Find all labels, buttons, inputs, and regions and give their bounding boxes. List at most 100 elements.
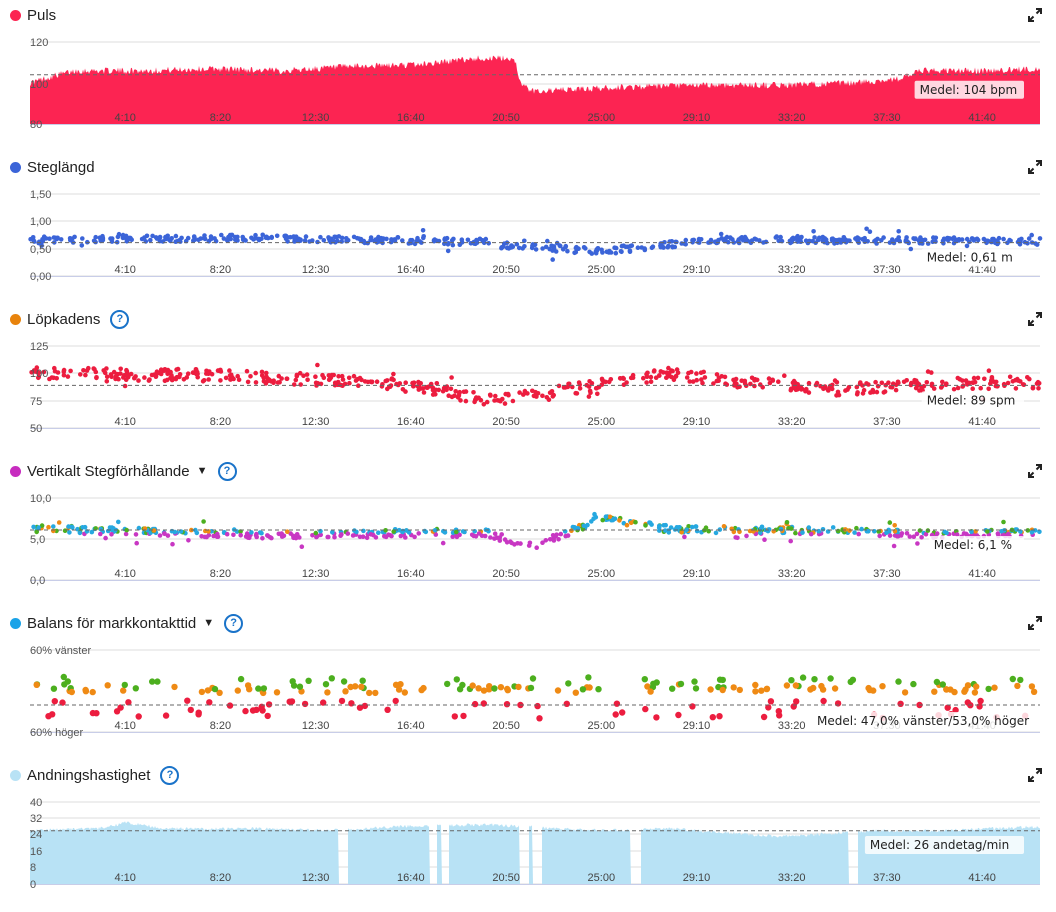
data-point [581, 523, 587, 529]
data-point [563, 243, 569, 249]
data-point [261, 378, 267, 384]
data-point [619, 709, 626, 716]
data-point [296, 683, 304, 690]
chart-puls[interactable]: 120 100 80 4:10 8:20 12:30 16:40 20:50 25:00 29:1… [0, 0, 1056, 152]
data-point [629, 243, 635, 248]
help-icon[interactable]: ? [160, 765, 180, 785]
expand-icon[interactable] [1028, 8, 1042, 22]
data-point [109, 532, 114, 537]
x-tick-label: 16:40 [397, 112, 425, 124]
y-tick-label: 50 [30, 423, 42, 435]
data-point [924, 380, 930, 385]
data-point [242, 707, 249, 715]
data-point [1014, 682, 1021, 690]
data-point [951, 688, 958, 696]
data-point [412, 534, 417, 540]
x-tick-label: 29:10 [683, 568, 711, 580]
data-point [358, 683, 365, 690]
data-point [259, 373, 265, 378]
data-point [960, 378, 965, 383]
data-point [687, 379, 692, 384]
data-point [944, 704, 951, 711]
data-point [550, 257, 555, 262]
data-point [595, 246, 601, 251]
data-point [420, 386, 426, 391]
data-point [736, 686, 743, 694]
x-tick-label: 8:20 [210, 112, 231, 124]
help-icon[interactable]: ? [224, 613, 244, 633]
x-tick-label: 4:10 [114, 568, 135, 580]
chart-steglangd[interactable]: 1,50 1,00 0,50 0,00 4:10 8:20 12:30 16:40 20:50 2… [0, 152, 1056, 304]
dropdown-caret-icon[interactable]: ▼ [196, 465, 208, 477]
expand-icon[interactable] [1028, 464, 1042, 478]
y-tick-label: 75 [30, 396, 42, 408]
data-point [875, 383, 881, 389]
data-point [903, 237, 909, 243]
chart-title[interactable]: Balans för markkontakttid [27, 614, 197, 632]
data-point [719, 236, 724, 241]
data-point [165, 533, 171, 538]
data-point [1026, 236, 1032, 241]
data-point [135, 713, 142, 720]
x-tick-label: 8:20 [210, 264, 231, 276]
help-icon[interactable]: ? [217, 461, 237, 481]
data-point [887, 533, 893, 538]
data-point [235, 373, 240, 379]
data-point [340, 377, 346, 382]
data-point [647, 688, 654, 695]
expand-icon[interactable] [1028, 616, 1042, 630]
data-point [265, 378, 271, 384]
data-point [762, 537, 767, 542]
data-point [913, 385, 919, 391]
data-point [499, 245, 504, 250]
data-point [347, 683, 354, 691]
expand-icon[interactable] [1028, 312, 1042, 326]
data-point [420, 684, 427, 692]
expand-icon[interactable] [1028, 768, 1042, 782]
data-point [689, 524, 695, 530]
data-point [315, 239, 320, 245]
y-tick-label: 60% vänster [30, 645, 91, 657]
data-point [34, 529, 39, 535]
data-point [124, 239, 130, 244]
dropdown-caret-icon[interactable]: ▼ [203, 617, 215, 629]
data-point [115, 234, 121, 240]
data-point [530, 243, 535, 249]
data-point [758, 530, 763, 536]
data-point [318, 234, 323, 240]
chart-vertikal[interactable]: 10,0 5,0 0,0 4:10 8:20 12:30 16:40 20:50 25:00 29… [0, 456, 1056, 608]
data-point [579, 686, 587, 693]
chart-panel-steglangd: Steglängd 1,50 1,00 0,50 0,00 4:10 8:20 12:30 16… [0, 152, 1056, 304]
x-tick-label: 12:30 [302, 568, 330, 580]
chart-kadens[interactable]: 125 100 75 50 4:10 8:20 12:30 16:40 20:50 25:00 29… [0, 304, 1056, 456]
data-point [136, 378, 141, 383]
data-point [227, 373, 233, 378]
data-point [918, 235, 923, 240]
data-point [238, 533, 243, 538]
data-point [908, 246, 914, 252]
data-point [823, 237, 829, 242]
chart-balans[interactable]: 60% vänster 60% höger 4:10 8:20 12:30 16:40 20… [0, 608, 1056, 760]
data-point [480, 700, 487, 707]
data-point [356, 704, 364, 711]
expand-icon[interactable] [1028, 160, 1042, 174]
data-point [893, 387, 899, 393]
data-point [149, 678, 156, 685]
data-point [45, 713, 52, 720]
data-point [961, 688, 968, 695]
data-point [690, 240, 695, 245]
data-point [569, 528, 574, 533]
data-point [670, 368, 675, 374]
data-point [666, 243, 671, 249]
data-point [933, 235, 939, 241]
data-point [253, 380, 259, 385]
chart-andning[interactable]: 40 32 24 16 8 0 4:10 8:20 12:30 16:40 20:50 25:00 29… [0, 760, 1056, 912]
data-point [788, 677, 795, 684]
data-point [666, 528, 671, 533]
data-point [218, 378, 223, 383]
help-icon[interactable]: ? [110, 309, 130, 329]
data-point [941, 236, 947, 242]
chart-title[interactable]: Vertikalt Stegförhållande [27, 462, 190, 480]
data-point [793, 530, 798, 536]
data-point [747, 528, 753, 534]
